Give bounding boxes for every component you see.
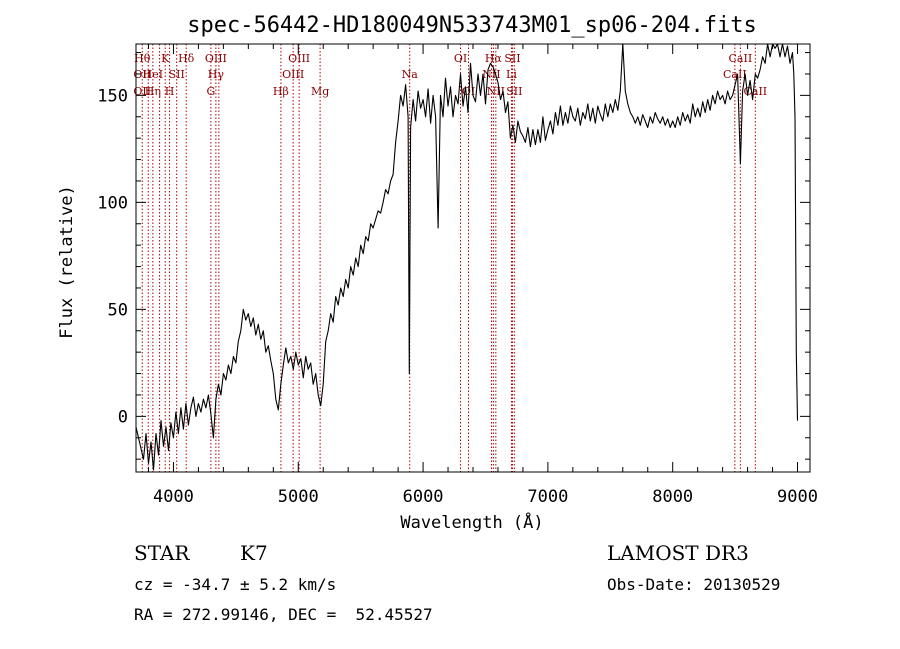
x-axis-ticks: 4000 5000 6000 7000 8000 9000 xyxy=(147,44,818,507)
y-tick-label-0: 0 xyxy=(118,407,128,427)
line-label-20-0: NII xyxy=(487,85,505,98)
spectrum-series xyxy=(135,43,799,471)
line-label-23-0: SII xyxy=(506,85,522,98)
line-label-24-0: CaII xyxy=(723,68,747,81)
x-tick-label-3: 7000 xyxy=(527,487,568,507)
chart-title: spec-56442-HD180049N533743M01_sp06-204.f… xyxy=(187,13,757,38)
emission-line-markers: HθOIIOIIHeIHηKHSIIHδGOIIIHγHβOIIIOIIIMgN… xyxy=(133,44,767,472)
x-tick-label-0: 4000 xyxy=(153,487,194,507)
line-label-5-0: H xyxy=(165,85,175,98)
y-axis-label: Flux (relative) xyxy=(57,185,77,339)
line-label-15-0: Na xyxy=(402,68,419,81)
x-tick-label-1: 5000 xyxy=(278,487,319,507)
line-label-26-0: CaII xyxy=(743,85,767,98)
x-tick-label-5: 9000 xyxy=(777,487,818,507)
y-axis-ticks: 0 50 100 150 xyxy=(97,52,810,460)
line-label-16-0: OI xyxy=(454,52,467,65)
line-label-0-0: Hθ xyxy=(134,52,151,65)
object-class: STAR xyxy=(134,541,190,565)
line-label-22-0: SII xyxy=(504,52,520,65)
line-label-4-0: K xyxy=(161,52,170,65)
line-label-9-1: Hγ xyxy=(208,68,225,81)
y-tick-label-3: 150 xyxy=(97,86,128,106)
line-label-21-0: Li xyxy=(506,68,517,81)
y-tick-label-2: 100 xyxy=(97,193,128,213)
line-label-7-0: Hδ xyxy=(178,52,195,65)
object-subclass: K7 xyxy=(240,541,268,565)
observation-date: Obs-Date: 20130529 xyxy=(607,575,780,594)
line-label-25-0: CaII xyxy=(729,52,753,65)
y-tick-label-1: 50 xyxy=(108,300,128,320)
line-label-6-0: SII xyxy=(169,68,185,81)
line-label-2-0: HeI xyxy=(143,68,163,81)
x-tick-label-2: 6000 xyxy=(403,487,444,507)
coordinates: RA = 272.99146, DEC = 52.45527 xyxy=(134,605,433,624)
x-axis-label: Wavelength (Å) xyxy=(400,511,543,533)
line-label-13-0: OIII xyxy=(288,52,310,65)
line-label-18-0: NII xyxy=(482,68,500,81)
line-label-14-0: Mg xyxy=(311,85,329,98)
survey-name: LAMOST DR3 xyxy=(607,541,749,565)
line-label-2-1: Hη xyxy=(145,85,161,98)
line-label-0-2: OII xyxy=(133,85,151,98)
spectrum-line-0 xyxy=(135,43,799,471)
line-label-12-0: OIII xyxy=(282,68,304,81)
plot-frame xyxy=(135,43,811,473)
line-label-9-0: OIII xyxy=(205,52,227,65)
line-label-19-0: Hα xyxy=(485,52,503,65)
line-label-0-1: OII xyxy=(133,68,151,81)
line-label-8-0: G xyxy=(206,85,215,98)
redshift-info: cz = -34.7 ± 5.2 km/s xyxy=(134,575,336,594)
line-label-11-0: Hβ xyxy=(273,85,289,98)
x-tick-label-4: 8000 xyxy=(652,487,693,507)
